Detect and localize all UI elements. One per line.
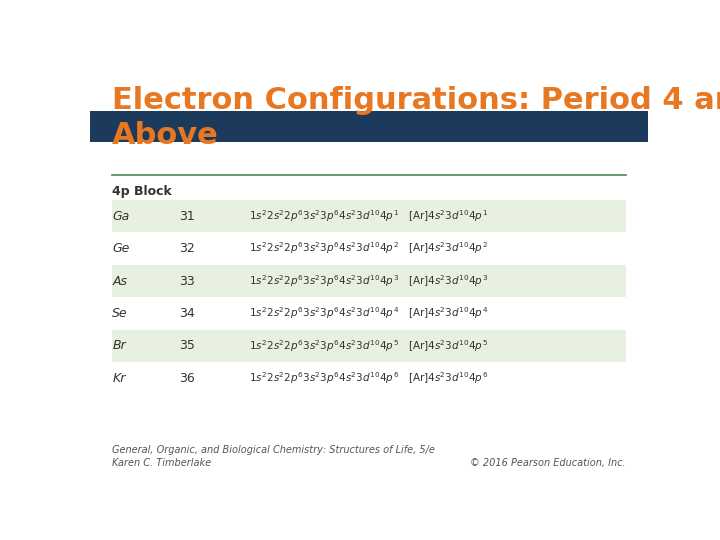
- Text: 4p Block: 4p Block: [112, 185, 172, 198]
- Text: $1s^22s^22p^63s^23p^64s^23d^{10}4p^2$: $1s^22s^22p^63s^23p^64s^23d^{10}4p^2$: [249, 241, 399, 256]
- Text: Se: Se: [112, 307, 128, 320]
- Text: Br: Br: [112, 339, 126, 353]
- FancyBboxPatch shape: [112, 265, 626, 297]
- Text: Electron Configurations: Period 4 and
Above: Electron Configurations: Period 4 and Ab…: [112, 85, 720, 151]
- Text: $[\mathrm{Ar}]4s^23d^{10}4p^4$: $[\mathrm{Ar}]4s^23d^{10}4p^4$: [408, 306, 488, 321]
- Text: $1s^22s^22p^63s^23p^64s^23d^{10}4p^6$: $1s^22s^22p^63s^23p^64s^23d^{10}4p^6$: [249, 370, 399, 386]
- Text: $1s^22s^22p^63s^23p^64s^23d^{10}4p^5$: $1s^22s^22p^63s^23p^64s^23d^{10}4p^5$: [249, 338, 399, 354]
- FancyBboxPatch shape: [112, 362, 626, 395]
- Text: 36: 36: [179, 372, 195, 385]
- Text: General, Organic, and Biological Chemistry: Structures of Life, 5/e
Karen C. Tim: General, Organic, and Biological Chemist…: [112, 445, 435, 468]
- FancyBboxPatch shape: [90, 111, 648, 141]
- Text: 31: 31: [179, 210, 195, 222]
- FancyBboxPatch shape: [112, 200, 626, 232]
- Text: 34: 34: [179, 307, 195, 320]
- Text: $[\mathrm{Ar}]4s^23d^{10}4p^6$: $[\mathrm{Ar}]4s^23d^{10}4p^6$: [408, 370, 488, 386]
- Text: 32: 32: [179, 242, 195, 255]
- Text: 35: 35: [179, 339, 195, 353]
- FancyBboxPatch shape: [112, 329, 626, 362]
- Text: Ga: Ga: [112, 210, 130, 222]
- Text: As: As: [112, 274, 127, 287]
- Text: $1s^22s^22p^63s^23p^64s^23d^{10}4p^4$: $1s^22s^22p^63s^23p^64s^23d^{10}4p^4$: [249, 306, 400, 321]
- Text: © 2016 Pearson Education, Inc.: © 2016 Pearson Education, Inc.: [470, 458, 626, 468]
- Text: Ge: Ge: [112, 242, 130, 255]
- Text: Kr: Kr: [112, 372, 126, 385]
- FancyBboxPatch shape: [112, 297, 626, 329]
- Text: $[\mathrm{Ar}]4s^23d^{10}4p^5$: $[\mathrm{Ar}]4s^23d^{10}4p^5$: [408, 338, 488, 354]
- Text: $[\mathrm{Ar}]4s^23d^{10}4p^3$: $[\mathrm{Ar}]4s^23d^{10}4p^3$: [408, 273, 488, 289]
- FancyBboxPatch shape: [112, 232, 626, 265]
- Text: $1s^22s^22p^63s^23p^64s^23d^{10}4p^3$: $1s^22s^22p^63s^23p^64s^23d^{10}4p^3$: [249, 273, 399, 289]
- Text: 33: 33: [179, 274, 195, 287]
- Text: $[\mathrm{Ar}]4s^23d^{10}4p^1$: $[\mathrm{Ar}]4s^23d^{10}4p^1$: [408, 208, 488, 224]
- Text: $[\mathrm{Ar}]4s^23d^{10}4p^2$: $[\mathrm{Ar}]4s^23d^{10}4p^2$: [408, 241, 488, 256]
- Text: $1s^22s^22p^63s^23p^64s^23d^{10}4p^1$: $1s^22s^22p^63s^23p^64s^23d^{10}4p^1$: [249, 208, 399, 224]
